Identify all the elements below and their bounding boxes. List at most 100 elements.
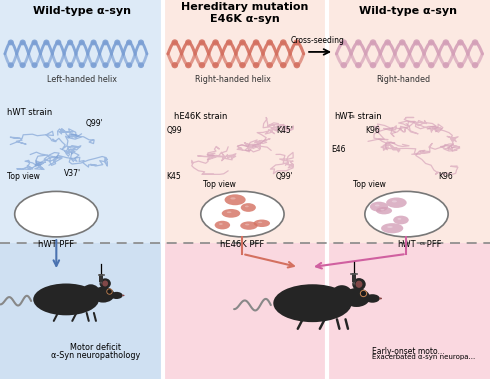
Text: Right-handed helix: Right-handed helix	[196, 75, 272, 84]
Ellipse shape	[8, 62, 14, 68]
Ellipse shape	[240, 203, 256, 212]
Ellipse shape	[82, 284, 100, 302]
Ellipse shape	[100, 278, 111, 289]
Text: Exacerbated α-syn neuropa...: Exacerbated α-syn neuropa...	[372, 354, 476, 360]
Text: hE46K PFF: hE46K PFF	[220, 240, 264, 249]
Ellipse shape	[399, 62, 406, 68]
Ellipse shape	[384, 62, 391, 68]
Ellipse shape	[398, 218, 402, 220]
Bar	[163, 0, 326, 243]
Ellipse shape	[102, 39, 108, 45]
Bar	[0, 243, 163, 379]
Ellipse shape	[381, 223, 404, 233]
Text: PFF: PFF	[424, 240, 442, 249]
Ellipse shape	[212, 39, 219, 45]
Ellipse shape	[340, 62, 347, 68]
Ellipse shape	[55, 39, 62, 45]
Ellipse shape	[198, 39, 205, 45]
Text: Q99': Q99'	[86, 119, 103, 128]
Ellipse shape	[239, 62, 246, 68]
Ellipse shape	[253, 39, 260, 45]
Text: Top view: Top view	[352, 180, 386, 189]
Ellipse shape	[294, 62, 300, 68]
Ellipse shape	[240, 221, 258, 230]
Text: K45: K45	[166, 172, 182, 182]
Polygon shape	[353, 282, 355, 286]
Ellipse shape	[172, 39, 178, 45]
Text: α-Syn neuropathology: α-Syn neuropathology	[51, 351, 140, 360]
Ellipse shape	[44, 62, 50, 68]
Bar	[0, 0, 163, 243]
Ellipse shape	[331, 285, 353, 306]
Bar	[163, 243, 490, 379]
Ellipse shape	[370, 202, 388, 212]
Ellipse shape	[122, 294, 124, 296]
Ellipse shape	[393, 216, 409, 224]
Text: K96: K96	[365, 126, 380, 135]
Ellipse shape	[376, 207, 392, 215]
Ellipse shape	[90, 39, 96, 45]
Ellipse shape	[386, 197, 406, 208]
Ellipse shape	[185, 62, 192, 68]
Ellipse shape	[185, 39, 192, 45]
Ellipse shape	[90, 62, 96, 68]
Text: Left-handed helix: Left-handed helix	[46, 75, 116, 84]
Ellipse shape	[355, 39, 362, 45]
Ellipse shape	[226, 39, 232, 45]
Text: Hereditary mutation
E46K α-syn: Hereditary mutation E46K α-syn	[181, 2, 308, 24]
Ellipse shape	[472, 62, 478, 68]
Text: Wild-type α-syn: Wild-type α-syn	[32, 6, 130, 16]
Ellipse shape	[442, 62, 449, 68]
Ellipse shape	[239, 39, 246, 45]
Text: Motor deficit: Motor deficit	[70, 343, 121, 352]
Ellipse shape	[414, 62, 420, 68]
Ellipse shape	[172, 62, 178, 68]
Ellipse shape	[214, 221, 230, 229]
Ellipse shape	[92, 287, 114, 302]
Ellipse shape	[138, 39, 144, 45]
Ellipse shape	[380, 209, 384, 210]
Text: E46: E46	[331, 145, 345, 154]
Ellipse shape	[472, 39, 478, 45]
Ellipse shape	[387, 226, 392, 228]
Ellipse shape	[384, 39, 391, 45]
Text: V37': V37'	[64, 169, 81, 178]
Text: K96: K96	[438, 172, 453, 182]
Ellipse shape	[370, 39, 376, 45]
Bar	[326, 0, 490, 243]
Text: Top view: Top view	[8, 172, 40, 182]
Text: Cross-seeding: Cross-seeding	[290, 36, 344, 45]
Ellipse shape	[230, 197, 235, 199]
Ellipse shape	[102, 62, 108, 68]
Ellipse shape	[245, 205, 248, 207]
Ellipse shape	[201, 191, 284, 237]
Ellipse shape	[114, 62, 120, 68]
Ellipse shape	[227, 211, 232, 213]
Ellipse shape	[392, 200, 397, 202]
Text: hE46K strain: hE46K strain	[174, 112, 227, 121]
Ellipse shape	[253, 62, 260, 68]
Ellipse shape	[414, 39, 420, 45]
Text: hWT strain: hWT strain	[8, 108, 52, 117]
Ellipse shape	[399, 39, 406, 45]
Ellipse shape	[457, 62, 464, 68]
Ellipse shape	[266, 39, 273, 45]
Ellipse shape	[280, 62, 286, 68]
Bar	[100, 274, 102, 282]
Ellipse shape	[442, 39, 449, 45]
Ellipse shape	[14, 191, 98, 237]
Text: hWT PFF: hWT PFF	[38, 240, 74, 249]
Ellipse shape	[266, 62, 273, 68]
Ellipse shape	[222, 209, 240, 218]
Ellipse shape	[245, 224, 250, 226]
Ellipse shape	[428, 62, 434, 68]
Ellipse shape	[224, 194, 246, 205]
Ellipse shape	[365, 294, 380, 303]
Ellipse shape	[198, 62, 205, 68]
Ellipse shape	[32, 39, 38, 45]
Ellipse shape	[78, 39, 85, 45]
Ellipse shape	[138, 62, 144, 68]
Ellipse shape	[126, 62, 132, 68]
Text: Wild-type α-syn: Wild-type α-syn	[359, 6, 457, 16]
Ellipse shape	[8, 39, 14, 45]
